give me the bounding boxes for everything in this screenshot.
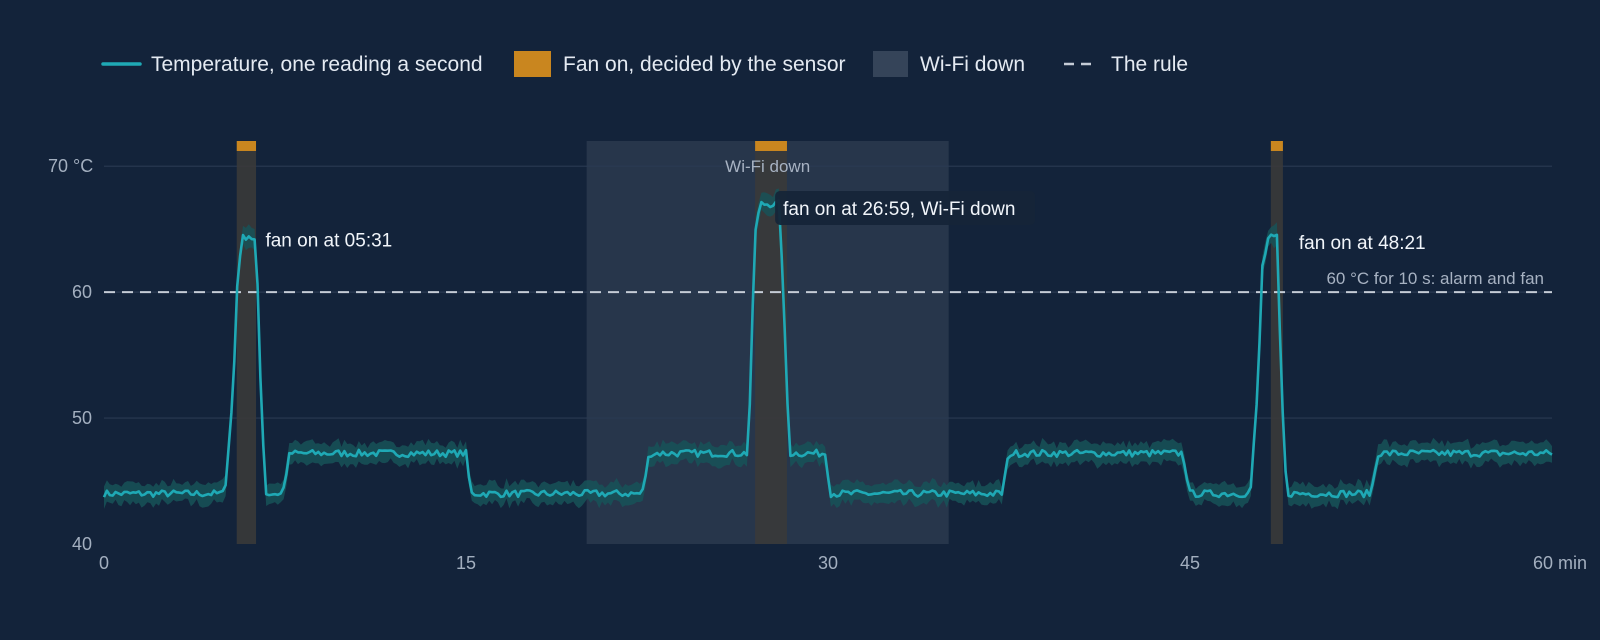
annotation-text-1: fan on at 05:31: [265, 230, 392, 251]
temperature-line: [102, 199, 1553, 499]
x-tick-label-30: 30: [818, 553, 838, 573]
fan-on-marker-3: [1270, 141, 1283, 151]
rule-label: 60 °C for 10 s: alarm and fan: [1326, 269, 1544, 288]
x-tick-label-0: 0: [99, 553, 109, 573]
annotation-1: fan on at 05:31: [265, 230, 392, 251]
axis-tick-labels: 0 15 30 45 60 min 40 50 60 70 °C: [48, 156, 1587, 573]
legend-rule-label: The rule: [1111, 53, 1188, 76]
annotation-text-3: fan on at 48:21: [1299, 233, 1426, 254]
legend-temperature-label: Temperature, one reading a second: [151, 53, 483, 76]
annotation-text-2: fan on at 26:59, Wi-Fi down: [783, 199, 1015, 220]
y-tick-label-50: 50: [72, 408, 92, 428]
legend: Temperature, one reading a second Fan on…: [101, 51, 1188, 77]
fan-marker-layer: Wi-Fi down: [236, 141, 1283, 176]
legend-fan-label: Fan on, decided by the sensor: [563, 53, 846, 76]
legend-wifi-swatch: [873, 51, 908, 77]
rule-layer: 60 °C for 10 s: alarm and fan: [104, 269, 1552, 294]
annotation-3: fan on at 48:21: [1299, 233, 1426, 254]
fan-window-1: [236, 151, 257, 544]
fan-on-marker-2: [755, 141, 787, 151]
temperature-series: [102, 188, 1553, 510]
y-tick-label-40: 40: [72, 534, 92, 554]
y-tick-label-60: 60: [72, 282, 92, 302]
x-tick-label-60: 60 min: [1533, 553, 1587, 573]
wifi-down-label: Wi-Fi down: [725, 157, 810, 176]
x-tick-label-15: 15: [456, 553, 476, 573]
annotation-box-2: [775, 190, 1036, 225]
x-tick-label-45: 45: [1180, 553, 1200, 573]
fan-on-marker-1: [236, 141, 257, 151]
legend-fan-swatch: [514, 51, 551, 77]
annotation-2: fan on at 26:59, Wi-Fi down: [775, 190, 1036, 225]
legend-wifi-label: Wi-Fi down: [920, 53, 1025, 76]
annotation-layer: fan on at 05:31 fan on at 26:59, Wi-Fi do…: [265, 190, 1426, 254]
y-tick-label-70: 70 °C: [48, 156, 93, 176]
fan-window-3: [1270, 151, 1283, 544]
